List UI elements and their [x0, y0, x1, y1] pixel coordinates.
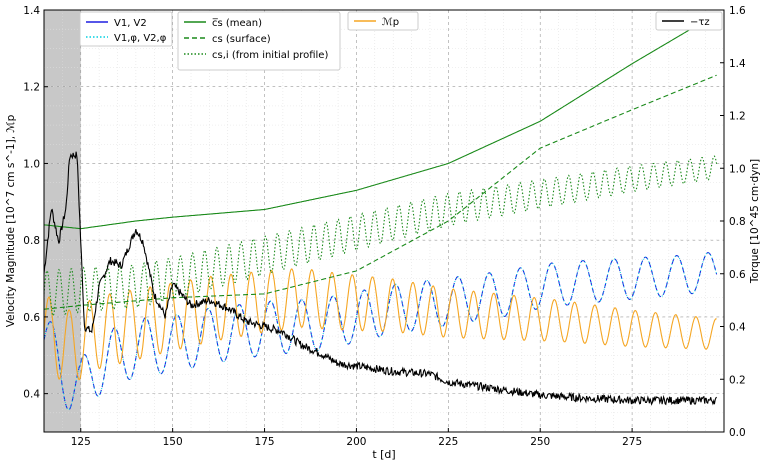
legend-label: −τz: [690, 17, 710, 28]
y-axis-left-label: Velocity Magnitude [10^7 cm s^-1], ℳp: [5, 114, 17, 327]
x-tick-label: 175: [255, 436, 275, 448]
y-right-tick-label: 0.6: [729, 269, 746, 281]
y-right-tick-label: 0.8: [729, 216, 746, 228]
legend-entry: cs,i (from initial profile): [184, 50, 328, 61]
y-right-tick-label: 0.2: [729, 374, 746, 386]
y-left-tick-label: 0.6: [23, 312, 40, 324]
series-line: [43, 13, 717, 230]
series-line: [43, 252, 718, 411]
y-axis-right-label: Torque [10^45 cm·dyn]: [749, 159, 761, 284]
y-right-tick-label: 1.0: [729, 163, 746, 175]
legend-entry: c̅s (mean): [184, 18, 262, 29]
x-axis-label: t [d]: [372, 448, 395, 461]
y-right-tick-label: 1.4: [729, 58, 746, 70]
y-right-tick-label: 1.6: [729, 5, 746, 17]
y-left-tick-label: 0.8: [23, 235, 40, 247]
legend-entry: ℳp: [354, 17, 399, 28]
legend-label: cs,i (from initial profile): [212, 50, 328, 61]
series-line: [43, 151, 718, 406]
legend-entry: −τz: [662, 17, 710, 28]
legend-box: [177, 11, 341, 71]
legend-box: [79, 11, 173, 47]
legend-label: V1, V2: [114, 18, 147, 29]
legend-label: ℳp: [382, 17, 399, 28]
series-line: [43, 268, 717, 381]
x-tick-label: 225: [438, 436, 458, 448]
axes: 125 150 175 200 225 250 275 0.4 0.6 0.8 1.0 1.2 1.4 0…: [23, 5, 746, 448]
legend-entry: V1, V2: [86, 18, 147, 29]
legend-entry: V1,φ, V2,φ: [86, 33, 167, 44]
legend-label: cs (surface): [212, 34, 271, 45]
y-left-tick-label: 0.4: [23, 389, 40, 401]
legend: V1, V2 V1,φ, V2,φ c̅s (mean) cs (surface) cs…: [79, 11, 723, 71]
legend-entry: cs (surface): [184, 34, 271, 45]
series-lines: [43, 13, 718, 411]
legend-box: [655, 11, 723, 31]
y-left-tick-label: 1.2: [23, 82, 40, 94]
legend-box: [347, 11, 419, 31]
y-right-tick-label: 1.2: [729, 111, 746, 123]
x-tick-label: 250: [530, 436, 550, 448]
x-tick-label: 200: [346, 436, 366, 448]
legend-label: V1,φ, V2,φ: [114, 33, 167, 44]
y-left-tick-label: 1.4: [23, 5, 40, 17]
y-left-tick-label: 1.0: [23, 158, 40, 170]
grid: [43, 9, 725, 433]
x-tick-label: 125: [71, 436, 91, 448]
x-tick-label: 150: [163, 436, 183, 448]
legend-label: c̅s (mean): [212, 18, 262, 29]
y-right-tick-label: 0.0: [729, 427, 746, 439]
x-tick-label: 275: [622, 436, 642, 448]
y-right-tick-label: 0.4: [729, 322, 746, 334]
